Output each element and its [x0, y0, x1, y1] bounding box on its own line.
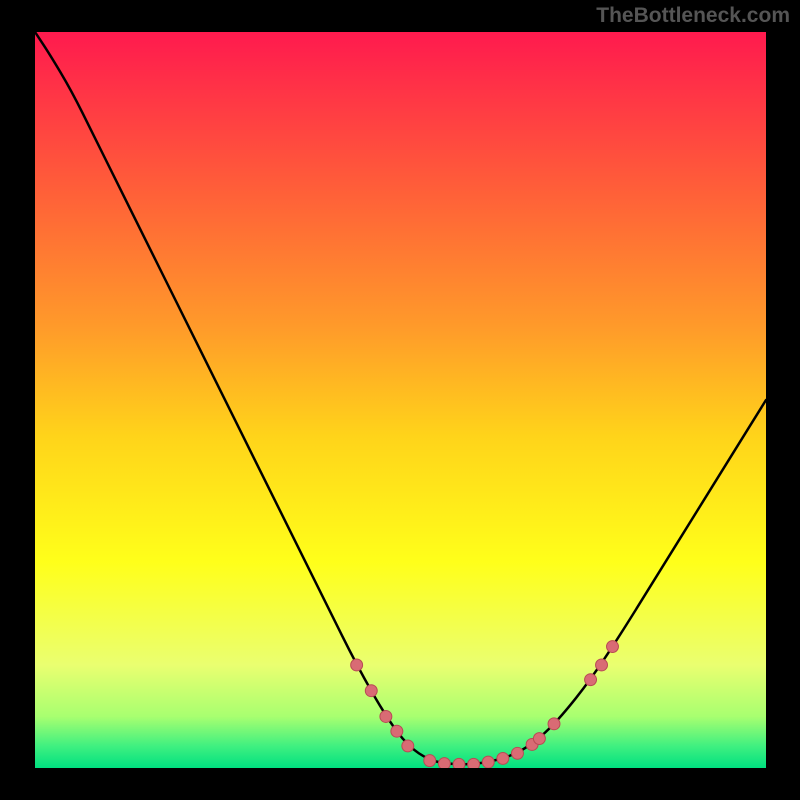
data-marker	[351, 659, 363, 671]
plot-frame	[33, 30, 768, 770]
data-marker	[482, 756, 494, 768]
chart-container: TheBottleneck.com	[0, 0, 800, 800]
data-marker	[402, 740, 414, 752]
data-marker	[511, 747, 523, 759]
data-marker	[533, 733, 545, 745]
data-marker	[453, 758, 465, 768]
data-marker	[607, 641, 619, 653]
data-marker	[585, 674, 597, 686]
curve-layer	[35, 32, 766, 768]
data-marker	[548, 718, 560, 730]
data-marker	[424, 755, 436, 767]
data-marker	[497, 752, 509, 764]
data-marker	[596, 659, 608, 671]
data-marker	[391, 725, 403, 737]
data-marker	[365, 685, 377, 697]
watermark-text: TheBottleneck.com	[596, 4, 790, 28]
bottleneck-curve	[35, 32, 766, 764]
data-marker	[438, 758, 450, 768]
data-marker	[380, 711, 392, 723]
data-marker	[468, 758, 480, 768]
